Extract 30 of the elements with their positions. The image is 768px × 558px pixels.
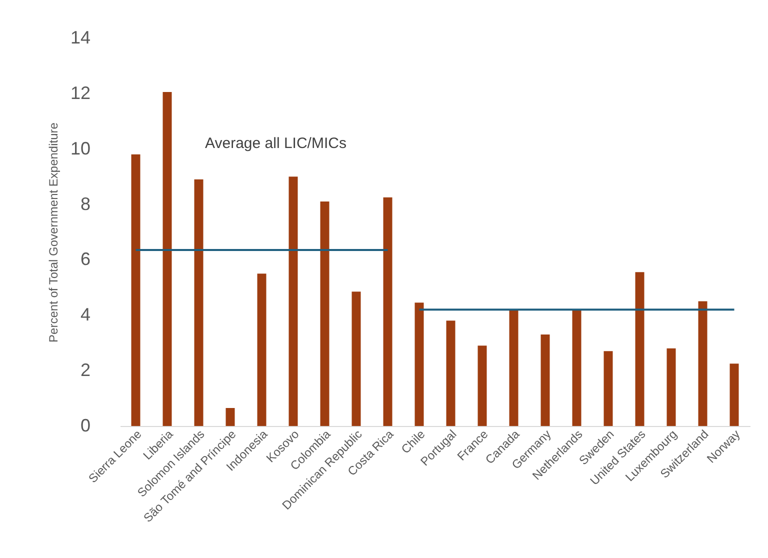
bar: [257, 274, 266, 426]
bar: [162, 92, 172, 426]
annotation: Average all LIC/MICs: [205, 135, 346, 152]
bar: [666, 348, 676, 426]
bar: [478, 346, 487, 426]
y-tick-label: 0: [80, 416, 90, 436]
bar: [540, 334, 550, 426]
y-tick-label: 4: [80, 304, 90, 325]
bar: [635, 272, 644, 426]
bar: [320, 202, 330, 426]
bar: [572, 310, 582, 426]
bar: [288, 176, 298, 426]
y-axis-title: Percent of Total Government Expenditure: [46, 122, 60, 342]
bar: [352, 292, 361, 426]
bar: [446, 320, 456, 426]
bar: [509, 310, 518, 426]
bar: [414, 302, 424, 426]
y-tick-label: 2: [80, 360, 90, 380]
bar: [194, 179, 204, 426]
bar: [383, 197, 392, 426]
bar: [131, 154, 140, 426]
bar: [604, 351, 613, 426]
y-tick-label: 12: [70, 82, 90, 103]
y-tick-label: 8: [80, 194, 90, 214]
y-tick-label: 10: [70, 138, 90, 158]
y-tick-label: 14: [70, 28, 90, 48]
bar: [730, 364, 739, 426]
bar: [698, 301, 708, 426]
bar: [226, 408, 235, 426]
y-tick-label: 6: [80, 249, 90, 270]
